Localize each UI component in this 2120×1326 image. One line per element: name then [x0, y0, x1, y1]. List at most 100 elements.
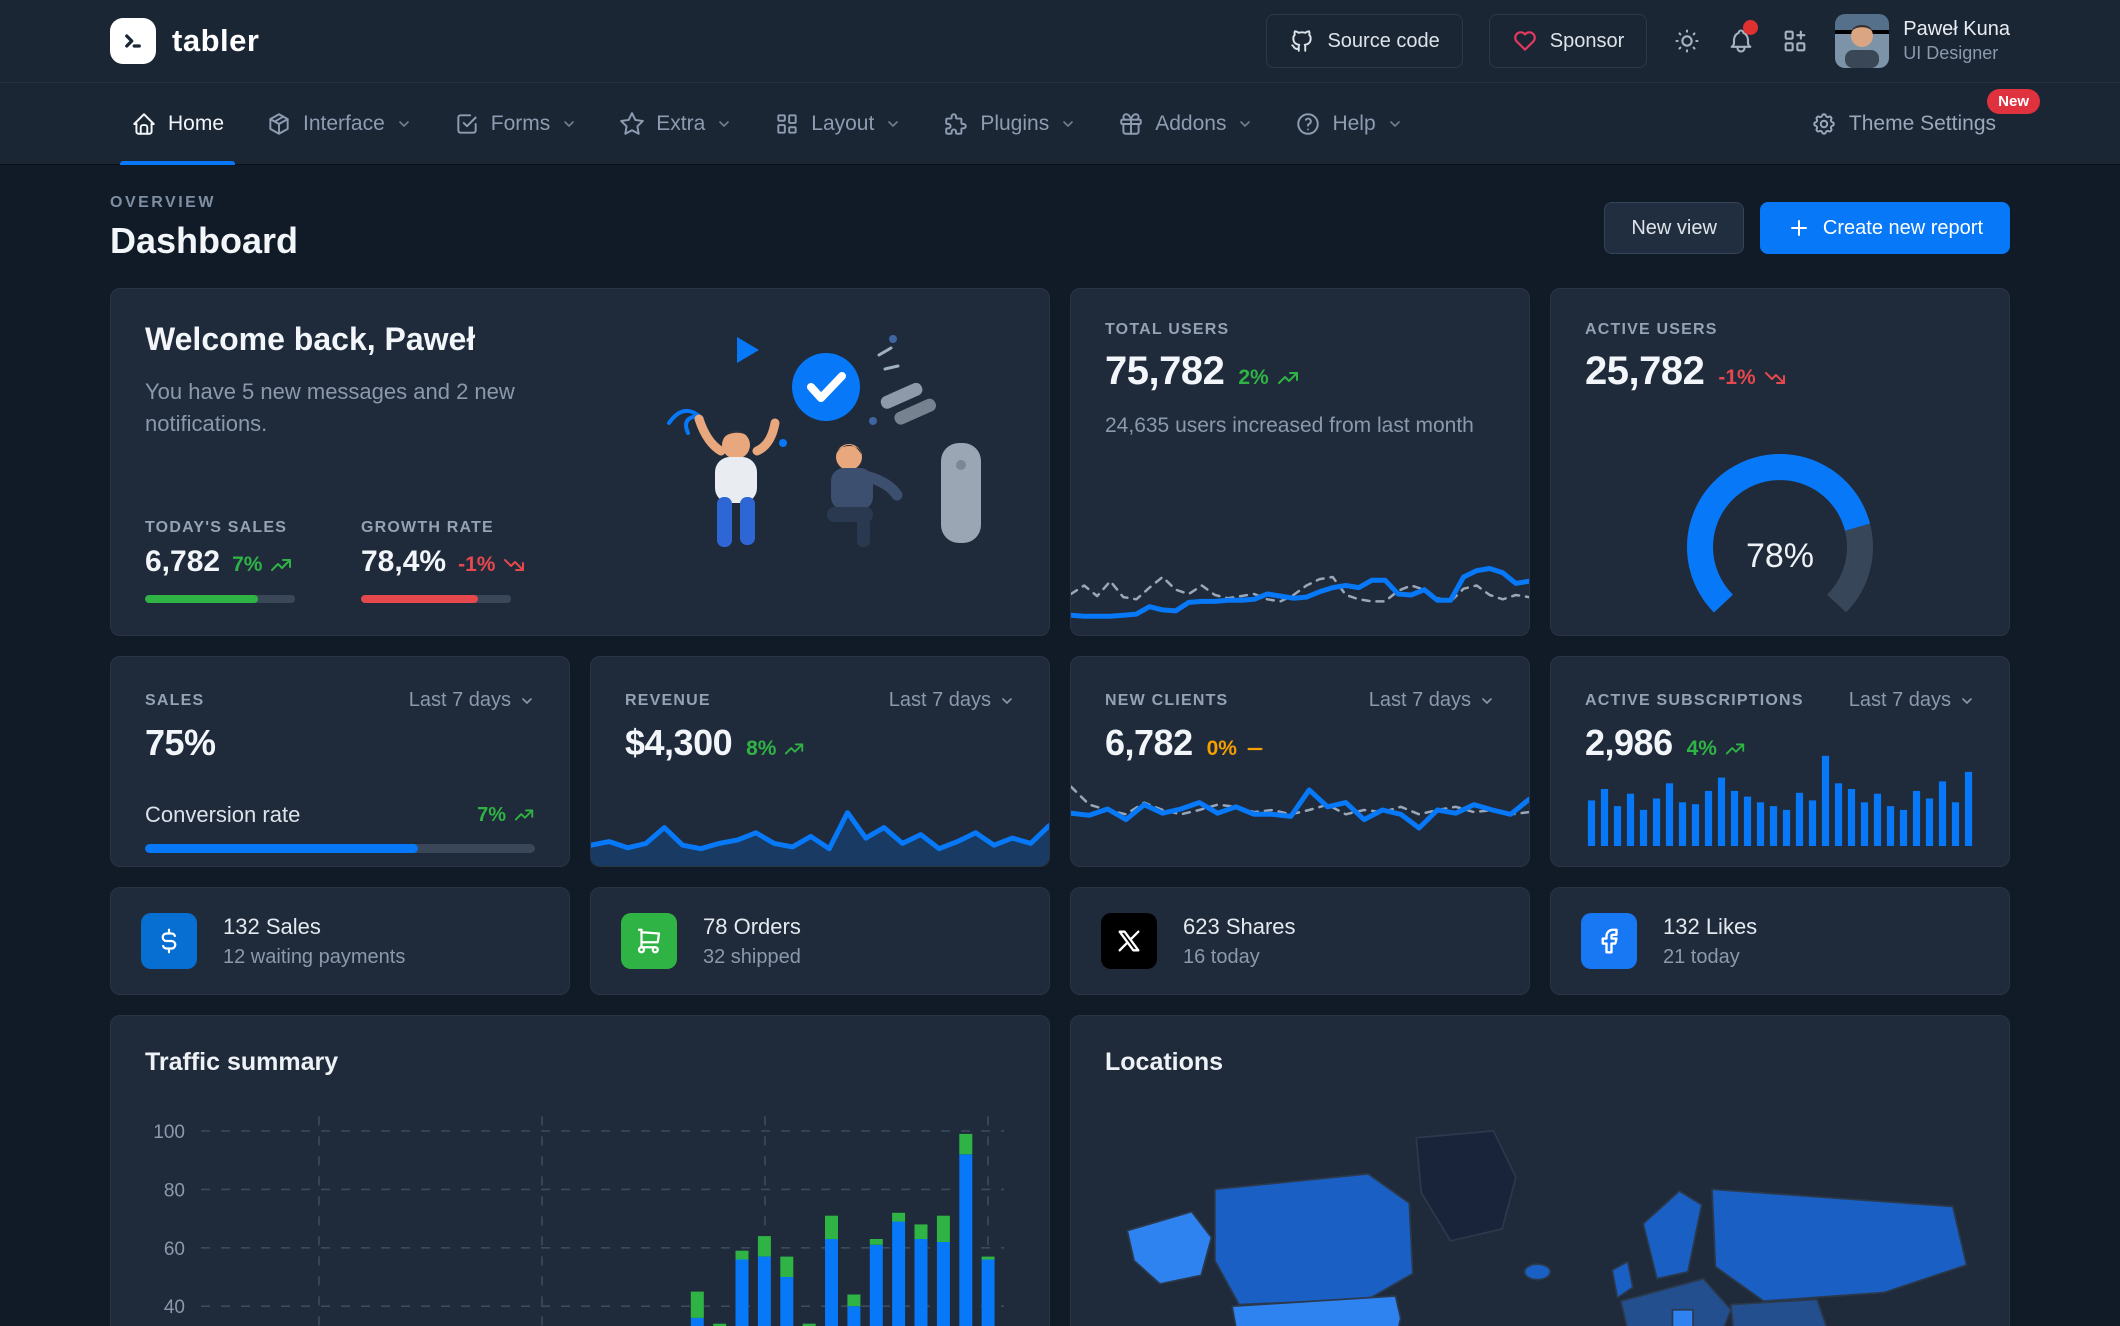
page-title: Dashboard [110, 220, 299, 261]
new-clients-chart [1071, 732, 1529, 850]
nav-item-layout[interactable]: Layout [753, 83, 922, 165]
trending-down-icon [502, 553, 526, 577]
nav-item-plugins[interactable]: Plugins [922, 83, 1097, 165]
sales-progress [145, 595, 295, 603]
revenue-delta: 8% [746, 737, 777, 760]
todays-sales-stat: TODAY'S SALES 6,782 7% [145, 519, 295, 603]
chevron-down-icon [1479, 693, 1495, 709]
trending-up-icon [269, 553, 293, 577]
currency-dollar-icon [141, 913, 197, 969]
source-code-button[interactable]: Source code [1266, 14, 1463, 68]
chevron-down-icon [885, 116, 901, 132]
nav-item-forms[interactable]: Forms [433, 83, 599, 165]
active-subscriptions-card: ACTIVE SUBSCRIPTIONS Last 7 days 2,986 4… [1550, 656, 2010, 867]
revenue-range-dropdown[interactable]: Last 7 days [889, 689, 1015, 712]
nav-item-addons[interactable]: Addons [1097, 83, 1274, 165]
tile-title: 78 Orders [703, 913, 801, 939]
theme-settings-label: Theme Settings [1848, 112, 1996, 135]
plus-icon [1787, 216, 1811, 240]
sponsor-label: Sponsor [1549, 29, 1625, 52]
nav-item-extra[interactable]: Extra [598, 83, 753, 165]
create-new-report-label: Create new report [1822, 216, 1983, 239]
welcome-card: Welcome back, Paweł You have 5 new messa… [110, 288, 1050, 636]
notifications-bell-icon[interactable] [1727, 20, 1759, 55]
growth-rate-stat: GROWTH RATE 78,4% -1% [361, 519, 526, 603]
revenue-chart [591, 766, 1049, 866]
sales-value: 75% [145, 722, 216, 763]
nav-item-home[interactable]: Home [110, 83, 245, 165]
svg-text:100: 100 [153, 1122, 185, 1143]
svg-text:40: 40 [164, 1297, 185, 1318]
stat-delta: -1% [458, 553, 496, 576]
traffic-summary-card: Traffic summary 100806040200 [110, 1015, 1050, 1326]
nav-item-help[interactable]: Help [1274, 83, 1423, 165]
brand-x-icon [1101, 913, 1157, 969]
new-view-button[interactable]: New view [1604, 202, 1744, 254]
star-icon [619, 111, 645, 137]
total-users-chart [1071, 517, 1529, 635]
user-role: UI Designer [1903, 43, 1999, 64]
source-code-label: Source code [1327, 29, 1440, 52]
gift-icon [1118, 111, 1144, 137]
trending-up-icon [1724, 738, 1746, 760]
nav-label: Layout [811, 112, 875, 135]
create-new-report-button[interactable]: Create new report [1759, 202, 2010, 254]
svg-text:80: 80 [164, 1180, 185, 1201]
new-clients-delta: 0% [1206, 737, 1237, 760]
traffic-summary-title: Traffic summary [145, 1048, 339, 1076]
tabler-logo-icon [110, 18, 156, 64]
brand-name: tabler [172, 23, 260, 58]
tile-subtitle: 21 today [1663, 946, 1740, 969]
apps-grid-icon[interactable] [1781, 27, 1809, 55]
new-clients-range-dropdown[interactable]: Last 7 days [1369, 689, 1495, 712]
trending-up-icon [1276, 366, 1300, 390]
checkbox-icon [454, 111, 480, 137]
chevron-down-icon [519, 693, 535, 709]
shopping-cart-icon [621, 913, 677, 969]
home-icon [131, 111, 157, 137]
page-pretitle: OVERVIEW [110, 194, 216, 211]
active-users-label: ACTIVE USERS [1585, 321, 1718, 338]
tile-title: 132 Sales [223, 913, 321, 939]
puzzle-icon [943, 111, 969, 137]
total-users-delta: 2% [1238, 366, 1269, 389]
nav-label: Extra [656, 112, 706, 135]
subscriptions-range-dropdown[interactable]: Last 7 days [1849, 689, 1975, 712]
trending-up-icon [783, 738, 805, 760]
nav-item-interface[interactable]: Interface [245, 83, 433, 165]
tile-title: 623 Shares [1183, 913, 1296, 939]
stat-delta: 7% [232, 553, 263, 576]
sponsor-button[interactable]: Sponsor [1488, 14, 1648, 68]
chevron-down-icon [561, 116, 577, 132]
gauge-percent-label: 78% [1745, 537, 1815, 575]
conversion-progress [145, 844, 535, 853]
revenue-value: $4,300 [625, 722, 733, 763]
conversion-delta: 7% [477, 803, 506, 826]
stat-label: GROWTH RATE [361, 519, 494, 536]
likes-tile: 132 Likes 21 today [1550, 887, 2010, 995]
top-header: tabler Source code Sponsor [0, 0, 2120, 82]
new-clients-label: NEW CLIENTS [1105, 691, 1229, 709]
heart-icon [1512, 28, 1538, 54]
github-icon [1289, 28, 1315, 54]
sales-range-dropdown[interactable]: Last 7 days [409, 689, 535, 712]
avatar [1835, 14, 1890, 68]
total-users-label: TOTAL USERS [1105, 321, 1230, 338]
total-users-note: 24,635 users increased from last month [1105, 414, 1474, 437]
trending-up-icon [513, 804, 535, 826]
user-menu[interactable]: Paweł Kuna UI Designer [1835, 14, 2010, 68]
new-clients-card: NEW CLIENTS Last 7 days 6,782 0% [1070, 656, 1530, 867]
subscriptions-chart [1585, 751, 1975, 846]
tile-subtitle: 16 today [1183, 946, 1260, 969]
brand-facebook-icon [1581, 913, 1637, 969]
chevron-down-icon [1060, 116, 1076, 132]
brand-logo[interactable]: tabler [110, 18, 259, 64]
theme-settings-button[interactable]: Theme Settings New [1811, 89, 2040, 137]
chevron-down-icon [1237, 116, 1253, 132]
welcome-title: Welcome back, Paweł [145, 321, 476, 357]
light-mode-toggle-sun-icon[interactable] [1673, 27, 1701, 55]
revenue-card: REVENUE Last 7 days $4,300 8% [590, 656, 1050, 867]
chevron-down-icon [716, 116, 732, 132]
chevron-down-icon [999, 693, 1015, 709]
sales-tile: 132 Sales 12 waiting payments [110, 887, 570, 995]
